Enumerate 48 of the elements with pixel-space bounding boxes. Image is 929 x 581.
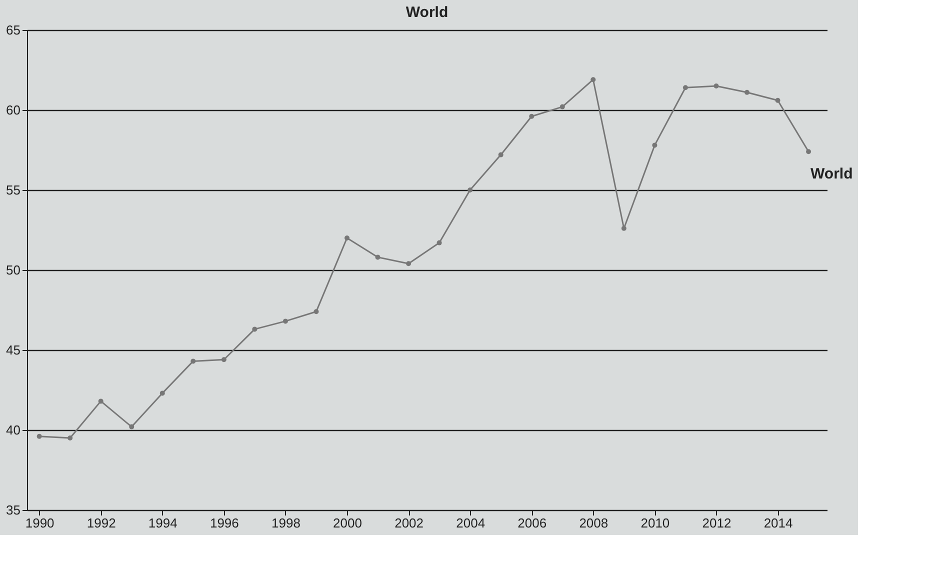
point	[436, 240, 442, 246]
point	[621, 226, 626, 231]
point	[652, 142, 658, 148]
point	[744, 90, 750, 95]
point	[282, 318, 288, 324]
point	[406, 261, 412, 266]
point	[221, 357, 226, 362]
x-tick-label: 2014	[764, 516, 793, 530]
y-tick-label: 35	[6, 502, 20, 518]
point	[314, 309, 319, 314]
x-tick-label: 1990	[25, 516, 54, 530]
x-tick-label: 1994	[148, 516, 178, 530]
x-tick-label: 1992	[86, 516, 116, 530]
x-tick-label: 2006	[518, 516, 547, 530]
y-tick-label: 60	[6, 102, 20, 118]
point	[344, 236, 350, 240]
chart-title: World	[406, 4, 448, 21]
point	[68, 436, 73, 440]
x-tick-label: 1996	[210, 516, 239, 530]
point	[36, 434, 42, 439]
x-tick-label: 2012	[702, 516, 732, 530]
y-tick-label: 65	[6, 22, 20, 38]
x-tick-label: 2010	[640, 516, 670, 530]
point	[160, 390, 165, 396]
point	[190, 358, 196, 364]
point	[529, 114, 534, 119]
y-tick-label: 55	[6, 182, 20, 198]
x-tick-label: 2002	[394, 516, 424, 530]
x-tick-label: 1998	[272, 516, 300, 530]
x-tick-label: 2000	[333, 516, 362, 530]
point	[590, 77, 596, 82]
point	[714, 84, 719, 88]
series-label: World	[810, 166, 853, 183]
point	[498, 152, 504, 158]
y-tick-label: 50	[6, 262, 20, 278]
y-tick-label: 40	[6, 422, 20, 438]
point	[560, 104, 565, 110]
point	[468, 188, 473, 192]
point	[129, 424, 134, 430]
x-tick-label: 2004	[456, 516, 486, 530]
point	[98, 398, 104, 404]
point	[806, 149, 812, 154]
x-tick-label: 2008	[579, 516, 608, 530]
y-tick-label: 45	[6, 342, 20, 358]
point	[775, 98, 780, 103]
point	[375, 254, 380, 260]
point	[252, 326, 258, 332]
point	[682, 85, 688, 90]
